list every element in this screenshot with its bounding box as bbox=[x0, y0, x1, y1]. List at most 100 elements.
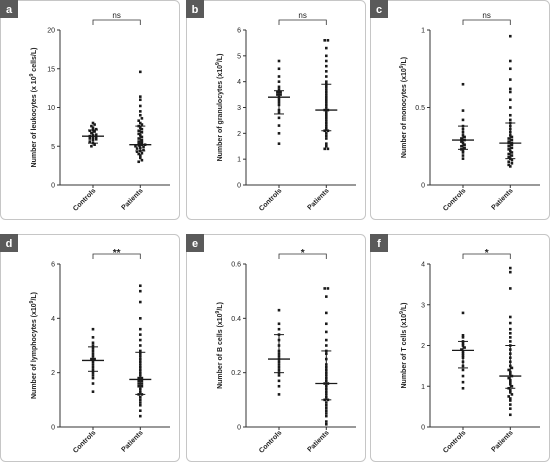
data-point bbox=[461, 118, 465, 122]
data-point bbox=[137, 142, 140, 146]
data-point bbox=[139, 344, 142, 347]
data-point bbox=[88, 140, 92, 143]
series-controls bbox=[268, 308, 290, 396]
data-point bbox=[326, 39, 330, 42]
data-point bbox=[276, 90, 279, 94]
data-point bbox=[509, 407, 512, 410]
data-point bbox=[140, 376, 144, 380]
panel-letter: e bbox=[192, 238, 198, 250]
significance-label: ns bbox=[112, 11, 120, 20]
data-point bbox=[510, 138, 514, 142]
data-point bbox=[277, 322, 281, 326]
data-point bbox=[277, 393, 281, 396]
panel-a: a 0 5 10 15 20 Number of leukocytes (x 109 cel… bbox=[0, 0, 180, 220]
data-point bbox=[463, 135, 466, 139]
data-point bbox=[325, 311, 328, 315]
data-point bbox=[277, 67, 281, 71]
data-point bbox=[509, 59, 512, 63]
data-point bbox=[461, 82, 465, 86]
data-point bbox=[509, 391, 512, 394]
data-point bbox=[277, 132, 281, 135]
panel-letter-badge bbox=[370, 234, 388, 252]
significance-label: ns bbox=[482, 11, 490, 20]
data-point bbox=[507, 395, 510, 398]
data-point bbox=[507, 155, 510, 159]
data-point bbox=[325, 403, 328, 407]
significance-label: ** bbox=[113, 248, 121, 259]
data-point bbox=[140, 382, 144, 385]
data-point bbox=[137, 376, 140, 380]
data-point bbox=[325, 137, 328, 140]
data-point bbox=[139, 289, 142, 293]
panel-letter: b bbox=[192, 4, 199, 16]
data-point bbox=[88, 129, 92, 133]
panel-letter-badge bbox=[370, 0, 388, 18]
data-point bbox=[140, 135, 144, 139]
data-point bbox=[91, 121, 95, 125]
data-point bbox=[325, 59, 328, 63]
data-point bbox=[507, 144, 510, 148]
data-point bbox=[509, 340, 512, 343]
data-point bbox=[507, 152, 510, 156]
data-point bbox=[139, 327, 142, 331]
data-point bbox=[461, 157, 465, 160]
data-point bbox=[139, 317, 142, 320]
y-tick-label: 0 bbox=[51, 425, 55, 432]
data-point bbox=[137, 384, 140, 388]
y-axis-label: Number of leukocytes (x 109 cells/L) bbox=[29, 48, 38, 168]
data-point bbox=[510, 158, 514, 162]
data-point bbox=[91, 376, 95, 380]
data-point bbox=[325, 144, 328, 148]
data-point bbox=[279, 93, 282, 96]
data-point bbox=[461, 151, 465, 154]
data-point bbox=[139, 98, 142, 102]
data-point bbox=[510, 135, 514, 139]
y-axis-label: Number of granulocytes (x109/L) bbox=[215, 54, 224, 162]
data-point bbox=[510, 384, 514, 388]
panel-frame bbox=[186, 234, 366, 462]
y-tick-label: 1 bbox=[421, 384, 425, 391]
data-point bbox=[94, 135, 98, 139]
data-point bbox=[139, 409, 142, 412]
data-point bbox=[276, 93, 279, 96]
data-point bbox=[509, 118, 512, 122]
data-point bbox=[277, 75, 281, 78]
data-point bbox=[509, 321, 512, 325]
data-point bbox=[91, 336, 95, 339]
data-point bbox=[139, 300, 142, 304]
y-axis-label: Number of monocytes (x109/L) bbox=[399, 57, 408, 158]
series-controls bbox=[82, 121, 104, 148]
y-tick-label: 2 bbox=[421, 343, 425, 350]
y-tick-label: 0.6 bbox=[231, 262, 241, 269]
data-point bbox=[134, 144, 137, 148]
data-point bbox=[509, 266, 512, 270]
panel-letter: d bbox=[6, 238, 13, 250]
series-patients bbox=[315, 39, 338, 151]
data-point bbox=[140, 141, 144, 144]
data-point bbox=[509, 389, 512, 392]
y-tick-label: 2 bbox=[51, 370, 55, 377]
series-patients bbox=[129, 70, 152, 164]
data-point bbox=[139, 110, 142, 113]
data-point bbox=[137, 119, 140, 122]
data-point bbox=[507, 140, 510, 143]
data-point bbox=[139, 121, 142, 125]
data-point bbox=[463, 346, 466, 349]
y-tick-label: 0 bbox=[421, 183, 425, 190]
series-controls bbox=[82, 327, 104, 393]
data-point bbox=[139, 284, 142, 288]
data-point bbox=[325, 134, 328, 138]
data-point bbox=[509, 113, 512, 117]
data-point bbox=[277, 384, 281, 388]
data-point bbox=[91, 371, 95, 374]
data-point bbox=[507, 160, 510, 164]
data-point bbox=[507, 163, 510, 167]
data-point bbox=[139, 70, 142, 74]
y-tick-label: 5 bbox=[237, 53, 241, 60]
data-point bbox=[325, 322, 328, 326]
data-point bbox=[140, 138, 144, 142]
data-point bbox=[91, 382, 95, 385]
y-tick-label: 20 bbox=[47, 28, 55, 35]
